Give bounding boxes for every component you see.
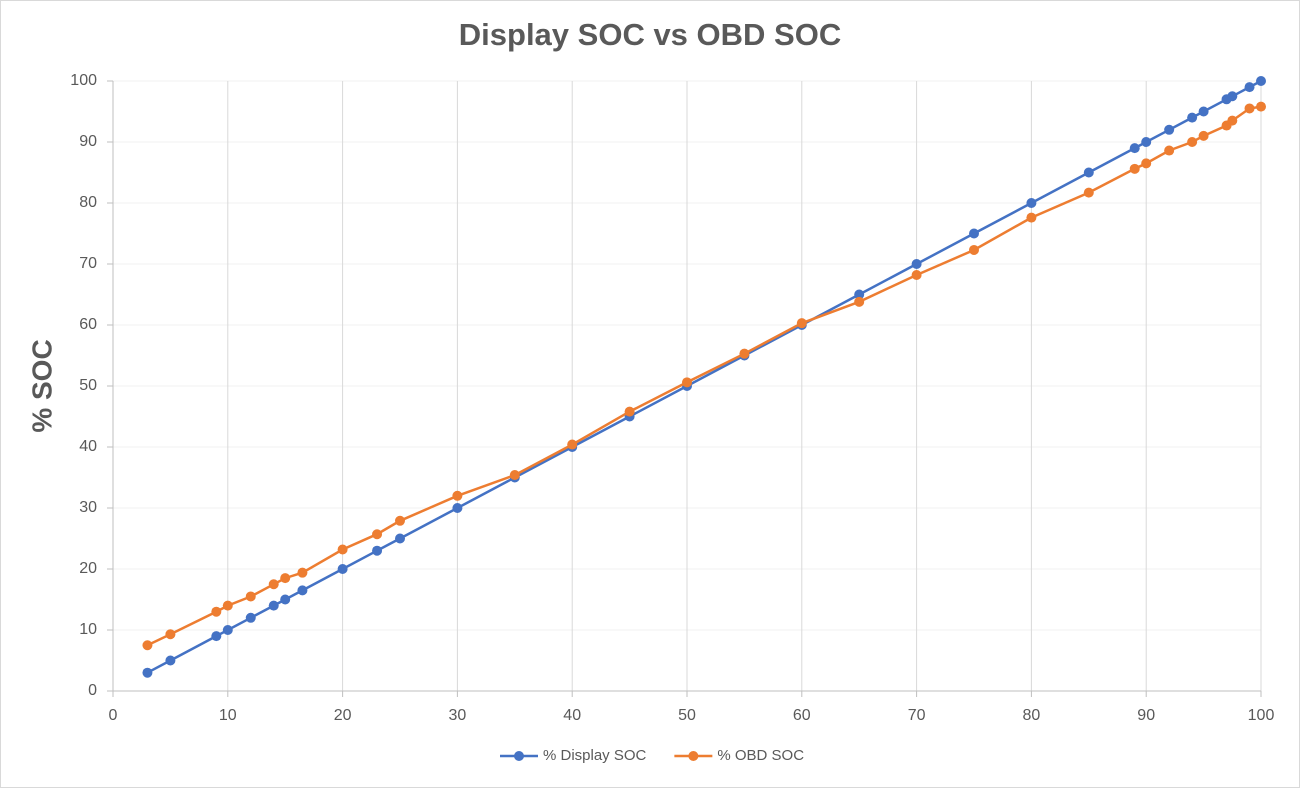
y-tick-label: 0 [88,682,97,699]
x-tick-label: 0 [109,707,118,724]
data-point [395,515,405,526]
data-point [1026,212,1037,223]
data-point [1244,82,1255,93]
x-tick-label: 100 [1248,707,1275,724]
data-point [245,612,256,623]
data-point [796,318,807,329]
data-point [1187,137,1198,147]
y-tick-label: 40 [79,438,97,455]
x-tick-label: 50 [678,707,696,724]
x-tick-label: 40 [563,707,581,724]
legend-marker [514,751,524,761]
data-point [1227,115,1238,126]
data-point [854,296,865,307]
data-point [1164,124,1175,135]
data-point [911,269,922,280]
x-tick-label: 70 [908,707,926,724]
y-tick-label: 50 [79,377,97,394]
data-point [854,289,865,300]
data-point [297,585,308,596]
data-point [452,490,463,501]
data-point [297,567,308,578]
data-point [222,625,233,635]
data-point [372,529,383,540]
data-point [1083,167,1094,178]
x-tick-label: 60 [793,707,811,724]
data-point [969,244,979,255]
data-point [268,600,279,611]
x-tick-label: 20 [334,707,352,724]
data-point [1141,137,1152,147]
data-point [211,606,222,617]
data-point [372,545,383,556]
y-tick-label: 70 [79,255,97,272]
data-point [1026,198,1037,208]
data-point [1164,145,1175,156]
data-point [245,591,256,602]
data-point [280,573,291,584]
x-tick-label: 80 [1023,707,1041,724]
data-point [624,406,635,417]
x-tick-label: 90 [1137,707,1155,724]
data-point [165,629,176,640]
data-point [1227,91,1238,102]
data-point [1187,112,1198,123]
data-point [280,594,291,605]
data-point [337,544,348,555]
y-tick-label: 20 [79,560,97,577]
legend-label: % OBD SOC [717,747,804,764]
data-point [337,564,348,574]
data-point [268,579,279,590]
data-point [1256,76,1266,86]
data-point [211,631,222,642]
data-point [452,503,463,513]
data-point [509,470,520,481]
data-point [1141,158,1152,169]
data-point [222,600,233,611]
legend-label: % Display SOC [543,747,647,764]
x-tick-label: 10 [219,707,237,724]
data-point [739,348,750,359]
data-point [142,640,153,651]
data-point [682,377,692,388]
data-point [1244,103,1255,114]
data-point [567,439,578,450]
y-tick-label: 90 [79,133,97,150]
legend-marker [688,751,699,761]
data-point [1129,163,1140,174]
data-point [1083,187,1094,198]
data-point [142,667,153,678]
data-point [1198,106,1209,117]
y-tick-label: 30 [79,499,97,516]
data-point [395,533,405,544]
x-tick-label: 30 [449,707,467,724]
data-point [1198,130,1209,141]
data-point [165,655,176,666]
y-tick-label: 10 [79,621,97,638]
data-point [969,228,979,239]
data-point [1256,101,1266,112]
chart-title: Display SOC vs OBD SOC [459,17,841,52]
data-point [911,259,922,269]
y-tick-label: 80 [79,194,97,211]
y-tick-label: 60 [79,316,97,333]
y-axis-label: % SOC [26,339,57,432]
y-tick-label: 100 [70,72,97,89]
data-point [1129,143,1140,154]
